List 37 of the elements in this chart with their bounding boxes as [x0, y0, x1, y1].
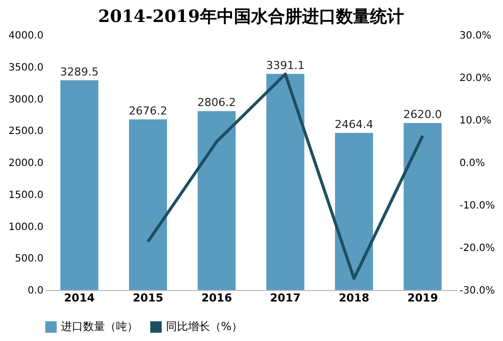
bar [335, 132, 373, 290]
chart-title: 2014-2019年中国水合肼进口数量统计 [98, 7, 404, 27]
bar [60, 80, 98, 290]
y-tick-label: 500.0 [14, 254, 44, 265]
legend-label: 同比增长（%） [166, 320, 242, 333]
y-tick-label: 2500.0 [8, 126, 44, 138]
bar [129, 119, 167, 290]
x-tick-label: 2019 [407, 292, 438, 304]
bar [404, 122, 442, 290]
y2-tick-label: 20.0% [460, 73, 492, 84]
y2-tick-label: 0.0% [460, 158, 485, 169]
x-tick-label: 2018 [338, 292, 370, 304]
bar [266, 74, 304, 290]
y-tick-label: 1000.0 [8, 222, 44, 233]
x-tick-label: 2017 [270, 292, 301, 304]
y-tick-label: 2000.0 [8, 158, 44, 169]
data-label: 2676.2 [128, 104, 168, 118]
data-label: 3289.5 [60, 65, 99, 78]
y-tick-label: 3500.0 [8, 62, 44, 74]
data-label: 2806.2 [197, 96, 236, 110]
x-tick-label: 2015 [132, 292, 164, 304]
y-tick-label: 0.0 [28, 286, 44, 296]
data-label: 2464.4 [334, 118, 374, 131]
x-tick-label: 2014 [64, 292, 95, 304]
y2-tick-label: 10.0% [460, 116, 492, 126]
y2-tick-label: 30.0% [460, 30, 492, 42]
bar [198, 111, 236, 290]
y-tick-label: 4000.0 [8, 30, 44, 42]
y2-tick-label: -20.0% [460, 243, 495, 254]
y-tick-label: 1500.0 [8, 190, 44, 201]
data-label: 2620.0 [403, 108, 442, 121]
y2-tick-label: -30.0% [460, 286, 495, 296]
y-tick-label: 3000.0 [8, 94, 44, 106]
legend-label: 进口数量（吨） [61, 320, 138, 333]
y2-tick-label: -10.0% [460, 200, 495, 212]
x-tick-label: 2016 [201, 292, 232, 304]
data-label: 3391.1 [266, 58, 305, 72]
